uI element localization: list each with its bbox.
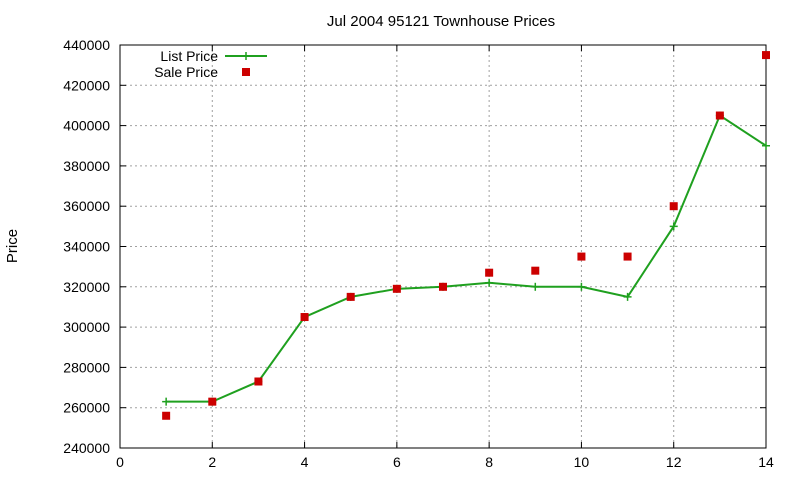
legend-square-marker: [242, 68, 250, 76]
list-price-point: [485, 278, 494, 287]
x-tick-label: 10: [574, 454, 590, 470]
x-tick-label: 8: [485, 454, 493, 470]
list-price-point: [623, 292, 632, 301]
x-tick-label: 0: [116, 454, 124, 470]
y-tick-label: 400000: [63, 118, 110, 134]
sale-price-point: [162, 411, 171, 420]
sale-price-point: [485, 268, 494, 277]
y-tick-label: 240000: [63, 440, 110, 456]
list-price-line: [166, 114, 767, 403]
sale-price-point: [531, 266, 540, 275]
y-tick-label: 280000: [63, 359, 110, 375]
sale-price-point: [208, 397, 217, 406]
list-price-point: [162, 397, 171, 406]
legend-plus-marker: [242, 52, 250, 60]
list-price-point: [577, 282, 586, 291]
sale-price-point: [623, 252, 632, 261]
sale-price-point: [762, 51, 770, 60]
x-tick-label: 2: [208, 454, 216, 470]
series-list-price: [162, 111, 770, 406]
y-tick-label: 340000: [63, 239, 110, 255]
y-tick-label: 320000: [63, 279, 110, 295]
chart-title: Jul 2004 95121 Townhouse Prices: [327, 13, 555, 30]
legend-label: List Price: [160, 48, 218, 64]
y-tick-label: 360000: [63, 198, 110, 214]
grid: [120, 45, 766, 448]
sale-price-point: [254, 377, 263, 386]
legend-label: Sale Price: [154, 64, 218, 80]
x-tick-label: 14: [758, 454, 774, 470]
list-price-point: [531, 282, 540, 291]
legend-item: List Price: [160, 48, 267, 64]
sale-price-point: [715, 111, 724, 120]
sale-price-point: [392, 284, 401, 293]
x-tick-label: 12: [666, 454, 682, 470]
sale-price-point: [300, 313, 309, 322]
y-tick-label: 300000: [63, 319, 110, 335]
sale-price-point: [439, 282, 447, 291]
x-tick-label: 6: [393, 454, 401, 470]
y-tick-label: 260000: [63, 400, 110, 416]
series-sale-price: [162, 51, 770, 420]
sale-price-point: [669, 202, 678, 211]
y-tick-label: 440000: [63, 37, 110, 53]
plot-series: [162, 51, 770, 420]
legend-item: Sale Price: [154, 64, 250, 80]
x-tick-label: 4: [301, 454, 309, 470]
y-tick-label: 380000: [63, 158, 110, 174]
y-tick-label: 420000: [63, 77, 110, 93]
sale-price-point: [577, 252, 586, 261]
axes: 0 2 4 6 8 10 12 14 240000 260000 280000 300000 32000…: [63, 37, 774, 470]
y-axis-title: Price: [4, 229, 21, 263]
sale-price-point: [346, 292, 355, 301]
list-price-point: [669, 222, 678, 231]
list-price-point: [762, 141, 770, 150]
